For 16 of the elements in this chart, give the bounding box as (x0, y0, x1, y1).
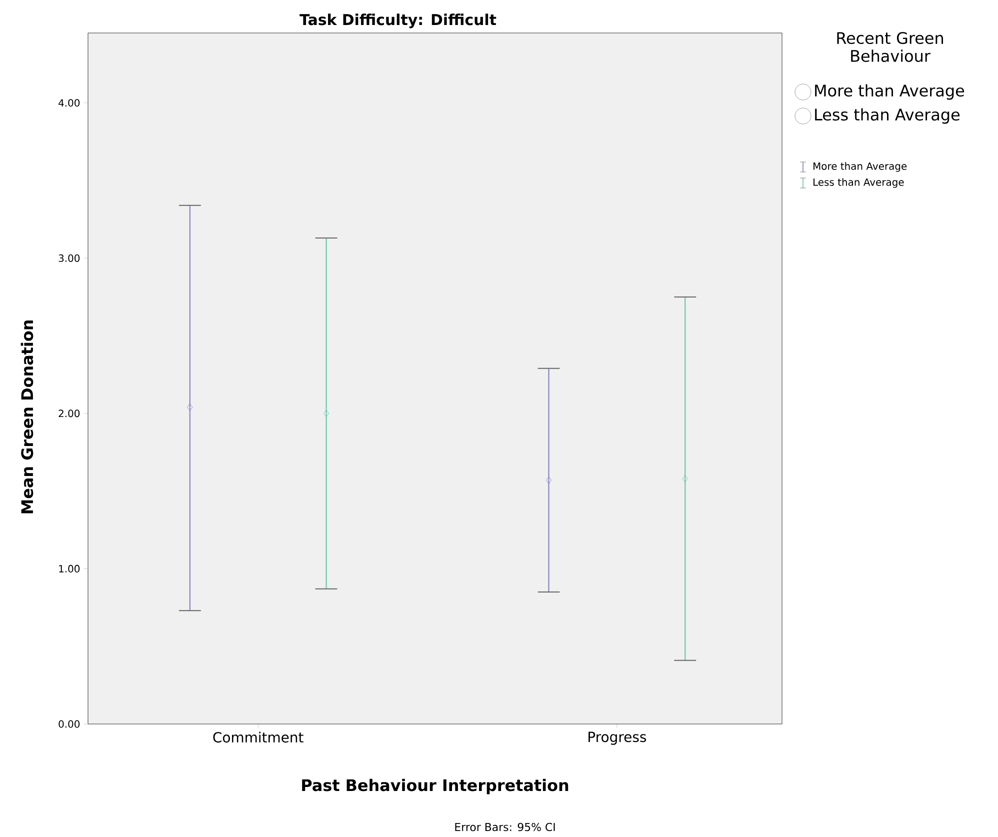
x-axis-title: Past Behaviour Interpretation (302, 778, 568, 794)
x-tick-label: Commitment (213, 732, 304, 743)
chart-title: Task Difficulty: Difficult (300, 14, 496, 28)
y-tick-label: 3.00 (58, 254, 80, 262)
text: Error Bars: 95% CI (455, 822, 555, 832)
y-tick-label: 0.00 (58, 720, 80, 728)
text: Less than Average (815, 108, 960, 124)
text: More than Average (815, 84, 964, 100)
y-axis-title: Mean Green Donation (20, 320, 34, 514)
y-tick-label: 1.00 (59, 564, 80, 572)
legend-label: Less than Average (814, 178, 904, 188)
legend-label: More than Average (814, 162, 907, 172)
y-tick-label: 4.00 (58, 99, 80, 107)
legend-title: Recent Green Behaviour (837, 32, 943, 62)
y-tick-label: 2.00 (58, 410, 80, 418)
x-tick-label: Progress (588, 732, 646, 745)
